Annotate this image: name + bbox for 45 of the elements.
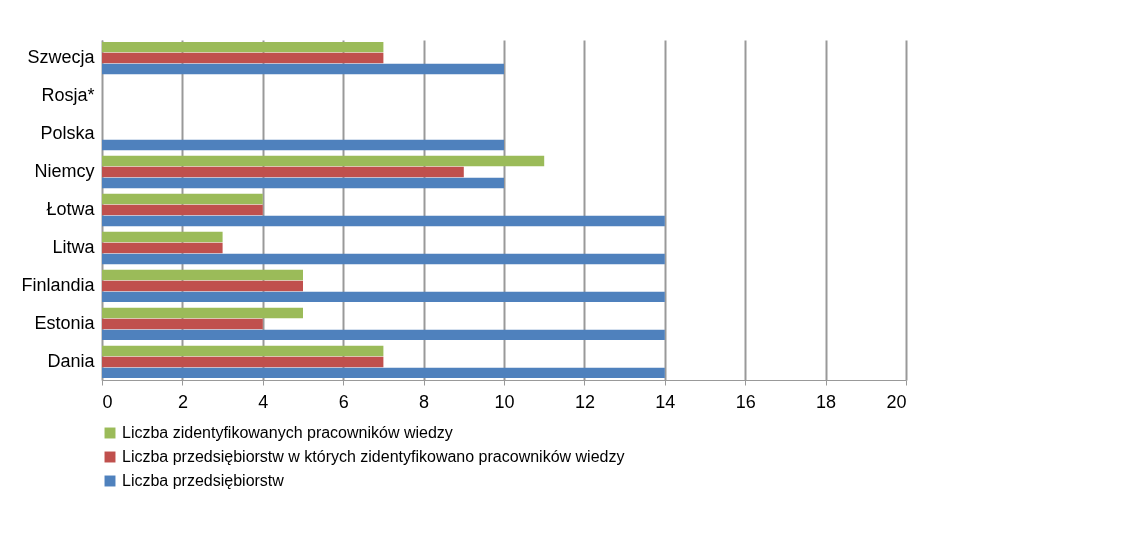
- x-tick-label: 10: [494, 391, 515, 412]
- x-tick-label: 6: [338, 391, 349, 412]
- legend-label: Liczba przedsiębiorstw: [122, 472, 285, 489]
- y-tick-label: Rosja*: [41, 85, 95, 106]
- bar: [102, 41, 384, 53]
- bar: [102, 177, 504, 189]
- bar: [102, 193, 263, 205]
- bar: [102, 231, 223, 243]
- x-tick-label: 16: [735, 391, 756, 412]
- y-tick-label: Dania: [47, 350, 96, 371]
- legend-label: Liczba zidentyfikowanych pracowników wiedzy: [122, 424, 453, 441]
- bar: [102, 291, 665, 303]
- bar: [102, 253, 665, 265]
- y-tick-label: Niemcy: [34, 161, 95, 182]
- bar: [102, 63, 504, 75]
- y-tick-label: Szwecja: [27, 47, 96, 68]
- bar: [102, 307, 303, 319]
- bar: [102, 139, 504, 151]
- x-tick-label: 4: [258, 391, 269, 412]
- x-tick-label: 20: [886, 391, 907, 412]
- x-tick-label: 18: [816, 391, 837, 412]
- bar: [102, 242, 223, 254]
- bar: [102, 155, 545, 167]
- legend-label: Liczba przedsiębiorstw w których zidentyfikowano pracowników wiedzy: [122, 448, 625, 465]
- bar: [102, 204, 263, 216]
- bar: [102, 345, 384, 357]
- y-tick-label: Estonia: [34, 312, 96, 333]
- x-tick-label: 14: [655, 391, 676, 412]
- bar: [102, 280, 303, 292]
- bar: [102, 269, 303, 281]
- y-tick-label: Litwa: [52, 236, 96, 257]
- bar: [102, 166, 464, 178]
- y-tick-label: Finlandia: [21, 274, 96, 295]
- y-tick-label: Łotwa: [46, 199, 96, 219]
- bar: [102, 52, 384, 64]
- x-tick-label: 2: [177, 391, 188, 412]
- bar: [102, 367, 665, 379]
- x-tick-label: 8: [419, 391, 430, 412]
- bar: [102, 318, 263, 330]
- x-tick-label: 0: [102, 391, 113, 412]
- y-tick-label: Polska: [40, 123, 96, 144]
- x-tick-label: 12: [574, 391, 595, 412]
- bar: [102, 215, 665, 227]
- bar: [102, 356, 384, 368]
- bar: [102, 329, 665, 341]
